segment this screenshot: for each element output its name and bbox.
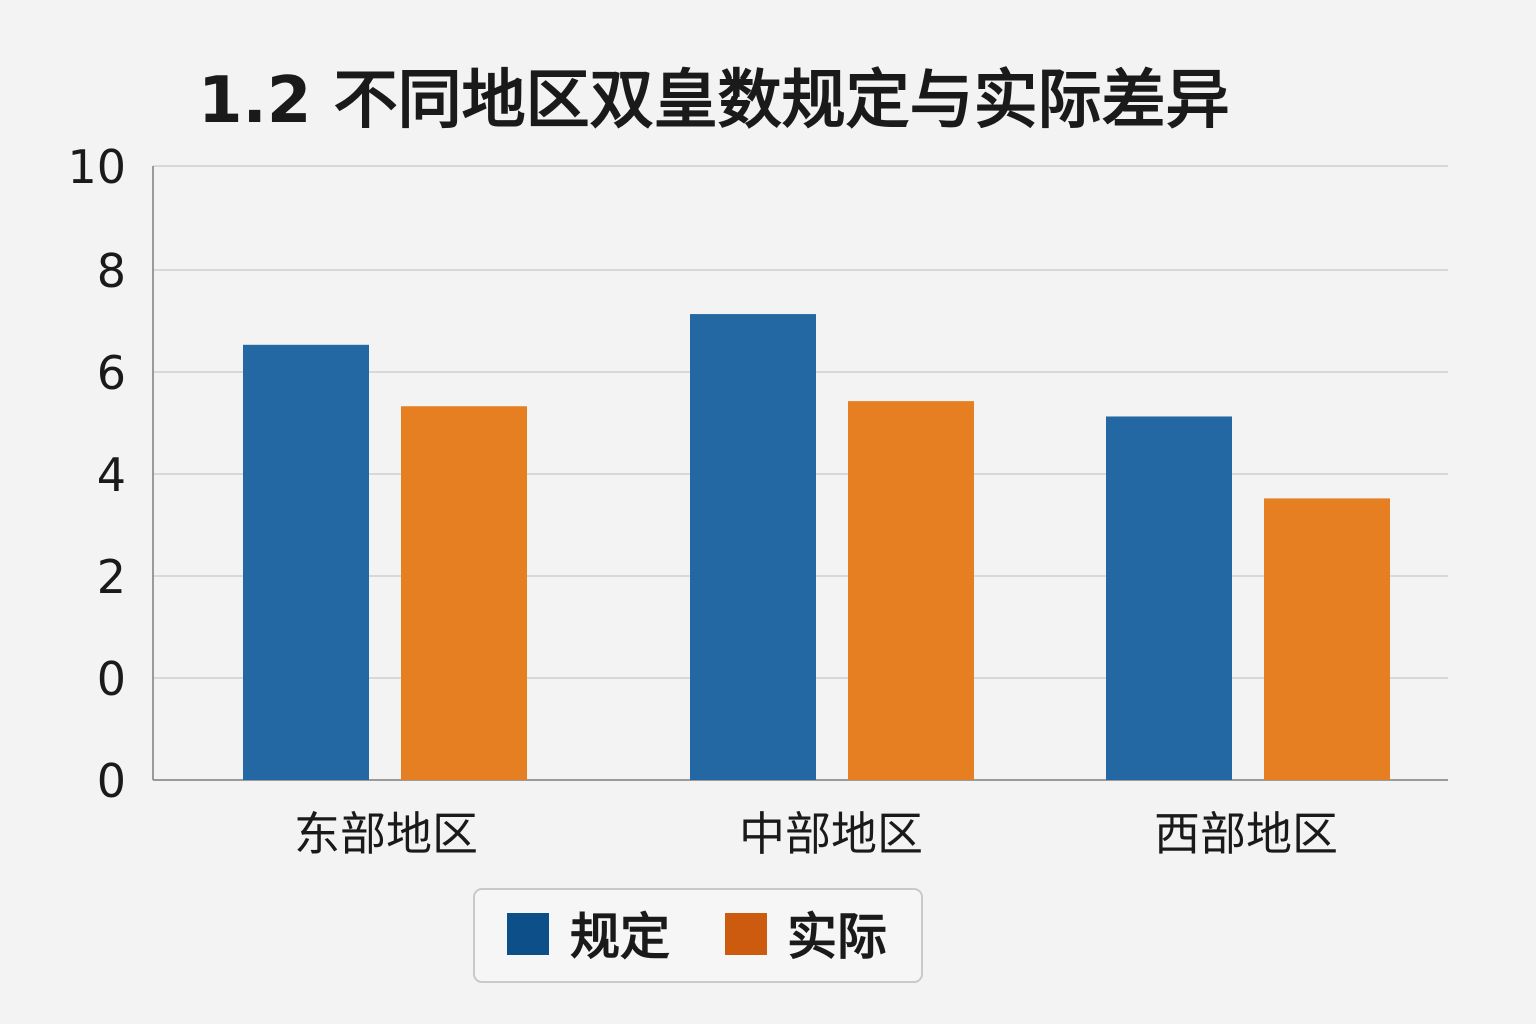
y-axis-tick-labels: 0 0 2 4 6 8 10 (67, 140, 126, 808)
legend-swatch (507, 913, 549, 955)
legend-label: 规定 (570, 908, 670, 966)
bar-specified-0 (243, 344, 369, 780)
y-tick-label: 4 (97, 448, 126, 502)
legend-swatch (725, 913, 767, 955)
legend-box (473, 888, 923, 983)
bar-actual-2 (1264, 498, 1390, 780)
bar-actual-1 (848, 401, 974, 780)
bar-specified-1 (690, 314, 816, 780)
category-label: 东部地区 (294, 807, 478, 861)
y-tick-label: 2 (97, 550, 126, 604)
category-label: 中部地区 (739, 807, 923, 861)
bar-specified-2 (1106, 416, 1232, 780)
bars (243, 314, 1390, 780)
y-tick-label: 8 (97, 244, 126, 298)
x-axis-category-labels: 东部地区 中部地区 西部地区 (294, 807, 1338, 861)
y-tick-label: 6 (97, 346, 126, 400)
category-label: 西部地区 (1154, 807, 1338, 861)
chart-title: 1.2 不同地区双皇数规定与实际差异 (198, 64, 1230, 138)
y-tick-label: 0 (97, 754, 126, 808)
y-tick-label: 0 (97, 652, 126, 706)
bar-actual-0 (401, 406, 527, 780)
legend-label: 实际 (787, 908, 887, 966)
y-tick-label: 10 (67, 140, 126, 194)
legend: 规定 实际 (473, 888, 923, 983)
